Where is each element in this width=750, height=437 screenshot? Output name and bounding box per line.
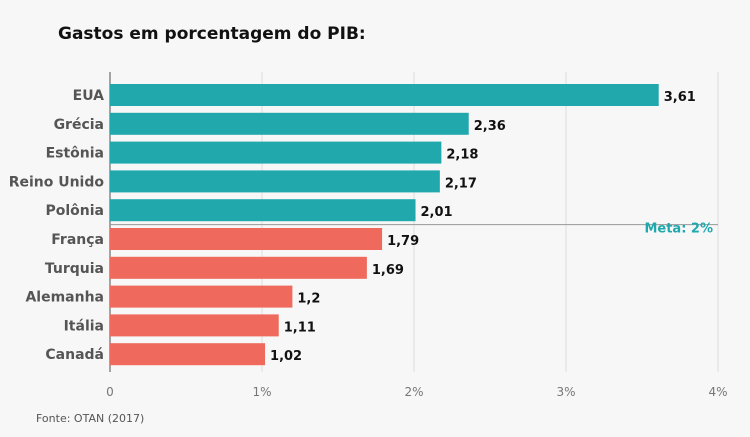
source-note: Fonte: OTAN (2017) — [36, 412, 145, 425]
target-label: Meta: 2% — [644, 222, 713, 237]
bar — [110, 199, 416, 222]
value-label: 3,61 — [664, 90, 696, 105]
value-label: 2,18 — [446, 148, 478, 163]
value-label: 2,17 — [445, 176, 477, 191]
value-label: 1,02 — [270, 349, 302, 364]
category-label: Reino Unido — [9, 174, 105, 190]
category-label: Polônia — [45, 203, 104, 219]
category-label: Alemanha — [25, 290, 104, 306]
category-label: Canadá — [45, 347, 104, 363]
category-label: Grécia — [54, 117, 104, 133]
category-label: EUA — [73, 88, 105, 104]
bar — [110, 112, 469, 135]
chart-title: Gastos em porcentagem do PIB: — [58, 24, 366, 44]
category-label: Estônia — [46, 146, 104, 162]
x-tick-label: 4% — [708, 385, 727, 399]
bar — [110, 285, 293, 308]
bar — [110, 84, 659, 106]
value-label: 1,2 — [297, 292, 320, 307]
bar — [110, 141, 442, 164]
category-label: Itália — [64, 318, 104, 334]
value-label: 1,79 — [387, 234, 419, 249]
category-label: França — [51, 232, 104, 248]
category-label: Turquia — [45, 261, 104, 277]
bar — [110, 170, 440, 193]
target-line-group: Meta: 2% — [110, 222, 718, 237]
x-tick-label: 1% — [252, 385, 271, 399]
bar — [110, 343, 266, 366]
bars — [110, 84, 659, 366]
bar — [110, 314, 279, 337]
labels: 0 1% 2% 3% 4% EUA 3,61 Grécia 2,36 Estônia 2,18 Rei… — [9, 88, 728, 399]
value-label: 1,11 — [284, 320, 316, 335]
value-label: 2,01 — [421, 205, 453, 220]
bar — [110, 256, 367, 279]
x-tick-label: 0 — [106, 385, 114, 399]
value-label: 2,36 — [474, 119, 506, 134]
x-tick-label: 3% — [556, 385, 575, 399]
x-tick-label: 2% — [404, 385, 423, 399]
value-label: 1,69 — [372, 263, 404, 278]
bar — [110, 228, 383, 250]
